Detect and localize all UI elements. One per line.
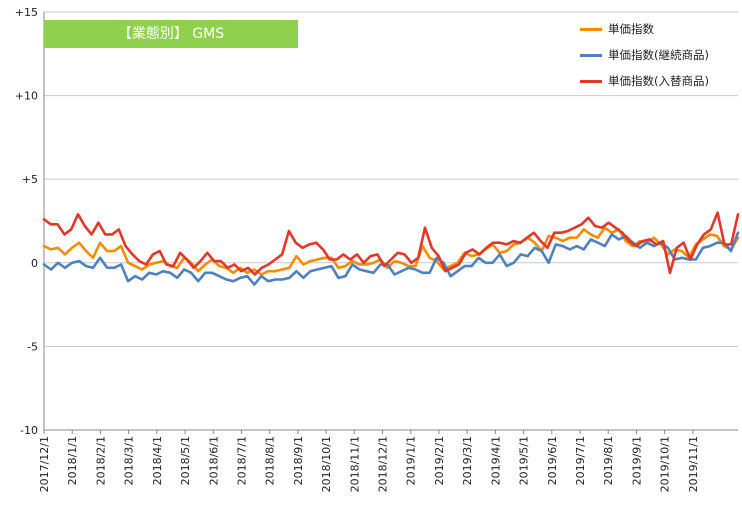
x-tick-label: 2018/8/1 <box>264 436 277 485</box>
legend-item-continuing: 単価指数(継続商品) <box>580 42 740 68</box>
y-tick-label: +15 <box>15 6 38 19</box>
x-tick-label: 2018/5/1 <box>179 436 192 485</box>
x-tick-label: 2019/3/1 <box>461 436 474 485</box>
legend-label-continuing: 単価指数(継続商品) <box>608 48 709 62</box>
x-tick-label: 2017/12/1 <box>38 436 51 492</box>
axes <box>43 12 738 434</box>
legend-item-unit-price: 単価指数 <box>580 16 740 42</box>
x-tick-label: 2019/1/1 <box>405 436 418 485</box>
y-tick-label: +5 <box>22 173 38 186</box>
x-tick-label: 2019/2/1 <box>433 436 446 485</box>
x-tick-label: 2019/4/1 <box>489 436 502 485</box>
y-tick-labels: +15 +10 +5 0 -5 -10 <box>15 6 38 437</box>
x-tick-label: 2019/10/1 <box>659 436 672 492</box>
legend-label-unit-price: 単価指数 <box>608 22 654 36</box>
x-tick-label: 2019/7/1 <box>574 436 587 485</box>
x-tick-label: 2018/10/1 <box>320 436 333 492</box>
x-tick-label: 2018/1/1 <box>66 436 79 485</box>
y-tick-label: +10 <box>15 90 38 103</box>
y-tick-label: -5 <box>27 340 38 353</box>
series-line-1 <box>42 231 740 286</box>
legend: 単価指数 単価指数(継続商品) 単価指数(入替商品) <box>580 16 740 94</box>
x-tick-label: 2018/11/1 <box>348 436 361 492</box>
x-tick-label: 2019/6/1 <box>546 436 559 485</box>
x-tick-label: 2019/11/1 <box>687 436 700 492</box>
y-tick-label: 0 <box>31 257 38 270</box>
x-tick-label: 2018/2/1 <box>94 436 107 485</box>
x-tick-label: 2018/3/1 <box>123 436 136 485</box>
x-tick-labels: 2017/12/1 2018/1/1 2018/2/1 2018/3/1 2018/4/… <box>38 436 700 492</box>
legend-swatch-replacement <box>580 79 602 83</box>
legend-label-replacement: 単価指数(入替商品) <box>608 74 709 88</box>
series-lines <box>42 211 740 286</box>
x-tick-label: 2018/4/1 <box>151 436 164 485</box>
x-tick-label: 2019/8/1 <box>602 436 615 485</box>
x-tick-label: 2019/9/1 <box>630 436 643 485</box>
series-line-2 <box>42 211 740 276</box>
y-tick-label: -10 <box>20 424 38 437</box>
series-line-0 <box>42 226 740 276</box>
legend-swatch-continuing <box>580 53 602 57</box>
x-tick-label: 2019/5/1 <box>518 436 531 485</box>
legend-item-replacement: 単価指数(入替商品) <box>580 68 740 94</box>
x-tick-label: 2018/7/1 <box>235 436 248 485</box>
x-tick-label: 2018/6/1 <box>207 436 220 485</box>
chart-title: 【業態別】 GMS <box>44 20 298 48</box>
legend-swatch-unit-price <box>580 27 602 31</box>
x-tick-label: 2018/9/1 <box>292 436 305 485</box>
x-tick-label: 2018/12/1 <box>377 436 390 492</box>
